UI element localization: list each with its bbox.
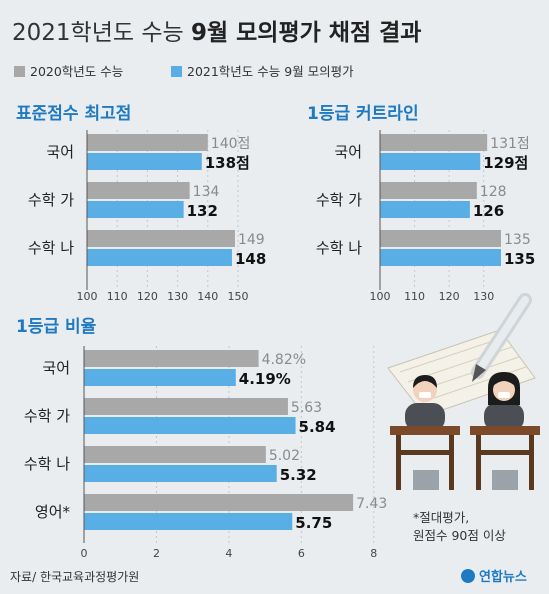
legend: 2020학년도 수능 2021학년도 수능 9월 모의평가 xyxy=(14,64,354,79)
bar-2021 xyxy=(84,465,277,482)
bar-2020 xyxy=(380,134,488,151)
tick-label: 4 xyxy=(225,547,232,560)
tick-label: 150 xyxy=(228,290,249,303)
category-label: 수학 가 xyxy=(28,191,74,209)
bar-2021 xyxy=(380,153,481,170)
tick-label: 100 xyxy=(370,290,391,303)
brand-mark-icon xyxy=(461,569,475,583)
data-label-2020: 135 xyxy=(504,232,531,248)
chart-grade1-ratio: 0 2 4 6 8 국어 4.82% 4.19% 수학 가 5.63 5.84 수학 나 5.02 5.3… xyxy=(24,346,387,560)
category-label: 국어 xyxy=(42,359,70,377)
data-label-2021: 5.32 xyxy=(280,466,317,484)
bar-2021 xyxy=(87,249,232,266)
legend-swatch-2021 xyxy=(171,66,182,77)
bar-2021 xyxy=(87,153,202,170)
footnote-line2: 원점수 90점 이상 xyxy=(413,528,506,543)
data-label-2020: 7.43 xyxy=(356,496,387,512)
category-label: 국어 xyxy=(46,143,74,161)
legend-label-2021: 2021학년도 수능 9월 모의평가 xyxy=(187,64,354,79)
tick-label: 2 xyxy=(153,547,160,560)
tick-label: 0 xyxy=(81,547,88,560)
data-label-2021: 138점 xyxy=(205,154,250,172)
exam-illustration xyxy=(387,293,540,490)
data-label-2021: 126 xyxy=(473,202,504,220)
bar-2021 xyxy=(87,201,184,218)
tick-label: 110 xyxy=(107,290,128,303)
data-label-2020: 149 xyxy=(238,232,265,248)
data-label-2020: 5.63 xyxy=(291,400,322,416)
legend-label-2020: 2020학년도 수능 xyxy=(30,64,123,79)
chart3-title: 1등급 비율 xyxy=(16,317,97,337)
data-label-2020: 140점 xyxy=(211,136,251,152)
bar-2020 xyxy=(84,494,354,511)
bar-2020 xyxy=(87,230,235,247)
footnote-line1: *절대평가, xyxy=(413,510,469,525)
data-label-2021: 4.19% xyxy=(239,370,291,388)
student-boy-image xyxy=(405,375,445,431)
bar-2021 xyxy=(84,369,236,386)
bar-2020 xyxy=(84,446,266,463)
tick-label: 140 xyxy=(197,290,218,303)
data-label-2021: 132 xyxy=(187,202,218,220)
tick-label: 6 xyxy=(298,547,305,560)
bar-2021 xyxy=(380,249,501,266)
tick-label: 120 xyxy=(439,290,460,303)
bar-2020 xyxy=(84,350,259,367)
category-label: 수학 가 xyxy=(24,407,70,425)
tick-label: 100 xyxy=(77,290,98,303)
bar-2021 xyxy=(84,513,293,530)
data-label-2021: 148 xyxy=(235,250,266,268)
category-label: 수학 나 xyxy=(28,239,74,257)
legend-swatch-2020 xyxy=(14,66,25,77)
page-title: 2021학년도 수능 9월 모의평가 채점 결과 xyxy=(12,20,421,46)
bar-2020 xyxy=(87,134,208,151)
tick-label: 120 xyxy=(137,290,158,303)
student-girl-image xyxy=(484,372,524,431)
tick-label: 110 xyxy=(404,290,425,303)
data-label-2021: 5.75 xyxy=(295,514,332,532)
category-label: 국어 xyxy=(334,143,362,161)
data-label-2021: 5.84 xyxy=(299,418,336,436)
chart1-title: 표준점수 최고점 xyxy=(16,104,131,124)
bar-2020 xyxy=(87,182,190,199)
data-label-2021: 129점 xyxy=(483,154,528,172)
data-label-2020: 4.82% xyxy=(262,352,306,368)
chart2-title: 1등급 커트라인 xyxy=(307,104,419,124)
desks-image xyxy=(390,426,540,490)
data-label-2020: 5.02 xyxy=(269,448,300,464)
bar-2020 xyxy=(380,230,501,247)
brand-text: 연합뉴스 xyxy=(479,569,527,585)
tick-label: 8 xyxy=(370,547,377,560)
data-label-2020: 131점 xyxy=(490,136,530,152)
category-label: 수학 나 xyxy=(316,239,362,257)
data-label-2021: 135 xyxy=(504,250,535,268)
category-label: 수학 나 xyxy=(24,455,70,473)
bar-2020 xyxy=(84,398,288,415)
category-label: 영어* xyxy=(35,503,71,521)
brand-logo: 연합뉴스 xyxy=(461,569,527,585)
tick-label: 130 xyxy=(473,290,494,303)
data-label-2020: 128 xyxy=(480,184,507,200)
tick-label: 130 xyxy=(167,290,188,303)
bar-2021 xyxy=(84,417,296,434)
data-label-2020: 134 xyxy=(193,184,220,200)
category-label: 수학 가 xyxy=(316,191,362,209)
bar-2020 xyxy=(380,182,477,199)
bar-2021 xyxy=(380,201,470,218)
pen-icon xyxy=(471,293,532,382)
source-text: 자료/ 한국교육과정평가원 xyxy=(10,570,139,584)
